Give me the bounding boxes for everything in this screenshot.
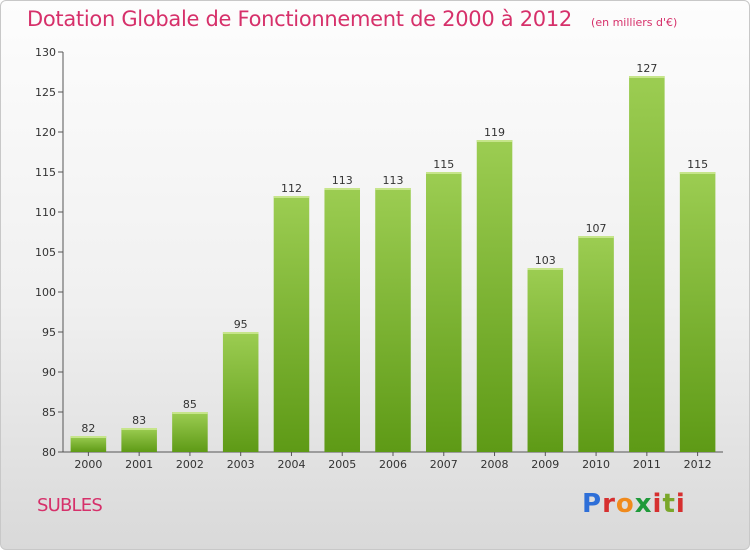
y-tick-label: 125 bbox=[35, 86, 56, 99]
bar-2001 bbox=[121, 428, 157, 452]
bar-top-edge bbox=[273, 196, 310, 198]
bar-top-edge bbox=[324, 188, 360, 190]
x-tick-label: 2002 bbox=[176, 458, 204, 471]
value-label: 95 bbox=[234, 318, 248, 331]
bar-top-edge bbox=[527, 268, 564, 270]
value-label: 85 bbox=[183, 398, 197, 411]
value-label: 112 bbox=[281, 182, 302, 195]
x-tick-label: 2005 bbox=[328, 458, 356, 471]
bar-top-edge bbox=[375, 188, 411, 190]
bar-top-edge bbox=[222, 332, 259, 334]
y-tick-label: 80 bbox=[42, 446, 56, 459]
bar-2003 bbox=[222, 332, 259, 452]
x-tick-label: 2011 bbox=[633, 458, 661, 471]
bar-2010 bbox=[578, 236, 614, 452]
bar-top-edge bbox=[121, 428, 157, 430]
chart-subtitle: (en milliers d'€) bbox=[591, 16, 678, 29]
x-tick-label: 2003 bbox=[227, 458, 255, 471]
x-tick-label: 2008 bbox=[481, 458, 509, 471]
x-tick-label: 2004 bbox=[277, 458, 305, 471]
bar-top-edge bbox=[629, 76, 665, 78]
value-label: 113 bbox=[383, 174, 404, 187]
bar-2008 bbox=[476, 140, 513, 452]
y-tick-label: 90 bbox=[42, 366, 56, 379]
value-label: 103 bbox=[535, 254, 556, 267]
x-tick-label: 2001 bbox=[125, 458, 153, 471]
value-label: 83 bbox=[132, 414, 146, 427]
y-tick-label: 105 bbox=[35, 246, 56, 259]
bar-top-edge bbox=[172, 412, 208, 414]
bar-top-edge bbox=[578, 236, 614, 238]
value-label: 119 bbox=[484, 126, 505, 139]
chart-title: Dotation Globale de Fonctionnement de 20… bbox=[27, 7, 572, 31]
commune-name: SUBLES bbox=[37, 495, 103, 516]
bar-2000 bbox=[70, 436, 107, 452]
value-label: 115 bbox=[433, 158, 454, 171]
bar-top-edge bbox=[476, 140, 513, 142]
title-row: Dotation Globale de Fonctionnement de 20… bbox=[27, 7, 677, 31]
bar-top-edge bbox=[679, 172, 716, 174]
x-tick-label: 2012 bbox=[684, 458, 712, 471]
bar-2009 bbox=[527, 268, 564, 452]
bar-2007 bbox=[426, 172, 462, 452]
y-tick-label: 85 bbox=[42, 406, 56, 419]
value-label: 107 bbox=[586, 222, 607, 235]
data-labels: 82 83 85 95 112 113 113 115 119 103 107 127 115 bbox=[81, 62, 708, 435]
y-tick-label: 95 bbox=[42, 326, 56, 339]
bar-2006 bbox=[375, 188, 411, 452]
bar-2005 bbox=[324, 188, 360, 452]
value-label: 115 bbox=[687, 158, 708, 171]
y-tick-label: 100 bbox=[35, 286, 56, 299]
value-label: 113 bbox=[332, 174, 353, 187]
value-label: 127 bbox=[636, 62, 657, 75]
bar-2004 bbox=[273, 196, 310, 452]
x-tick-label: 2007 bbox=[430, 458, 458, 471]
y-tick-label: 130 bbox=[35, 46, 56, 59]
bar-2012 bbox=[679, 172, 716, 452]
x-tick-label: 2000 bbox=[74, 458, 102, 471]
axes: 80 85 90 95 100 105 110 115 120 125 130 2000 2001 200… bbox=[35, 46, 723, 471]
y-tick-label: 115 bbox=[35, 166, 56, 179]
proxiti-logo: Proxiti bbox=[582, 489, 686, 519]
bars bbox=[70, 76, 716, 452]
y-tick-label: 110 bbox=[35, 206, 56, 219]
bar-top-edge bbox=[70, 436, 107, 438]
bar-top-edge bbox=[426, 172, 462, 174]
bar-2011 bbox=[629, 76, 665, 452]
value-label: 82 bbox=[81, 422, 95, 435]
y-tick-label: 120 bbox=[35, 126, 56, 139]
x-tick-label: 2010 bbox=[582, 458, 610, 471]
bar-2002 bbox=[172, 412, 208, 452]
x-tick-label: 2006 bbox=[379, 458, 407, 471]
x-tick-label: 2009 bbox=[531, 458, 559, 471]
